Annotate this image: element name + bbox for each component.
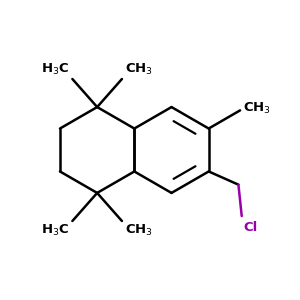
Text: CH$_3$: CH$_3$ — [243, 101, 272, 116]
Text: CH$_3$: CH$_3$ — [125, 62, 153, 77]
Text: CH$_3$: CH$_3$ — [125, 223, 153, 238]
Text: H$_3$C: H$_3$C — [41, 62, 69, 77]
Text: Cl: Cl — [243, 221, 258, 234]
Text: H$_3$C: H$_3$C — [41, 223, 69, 238]
